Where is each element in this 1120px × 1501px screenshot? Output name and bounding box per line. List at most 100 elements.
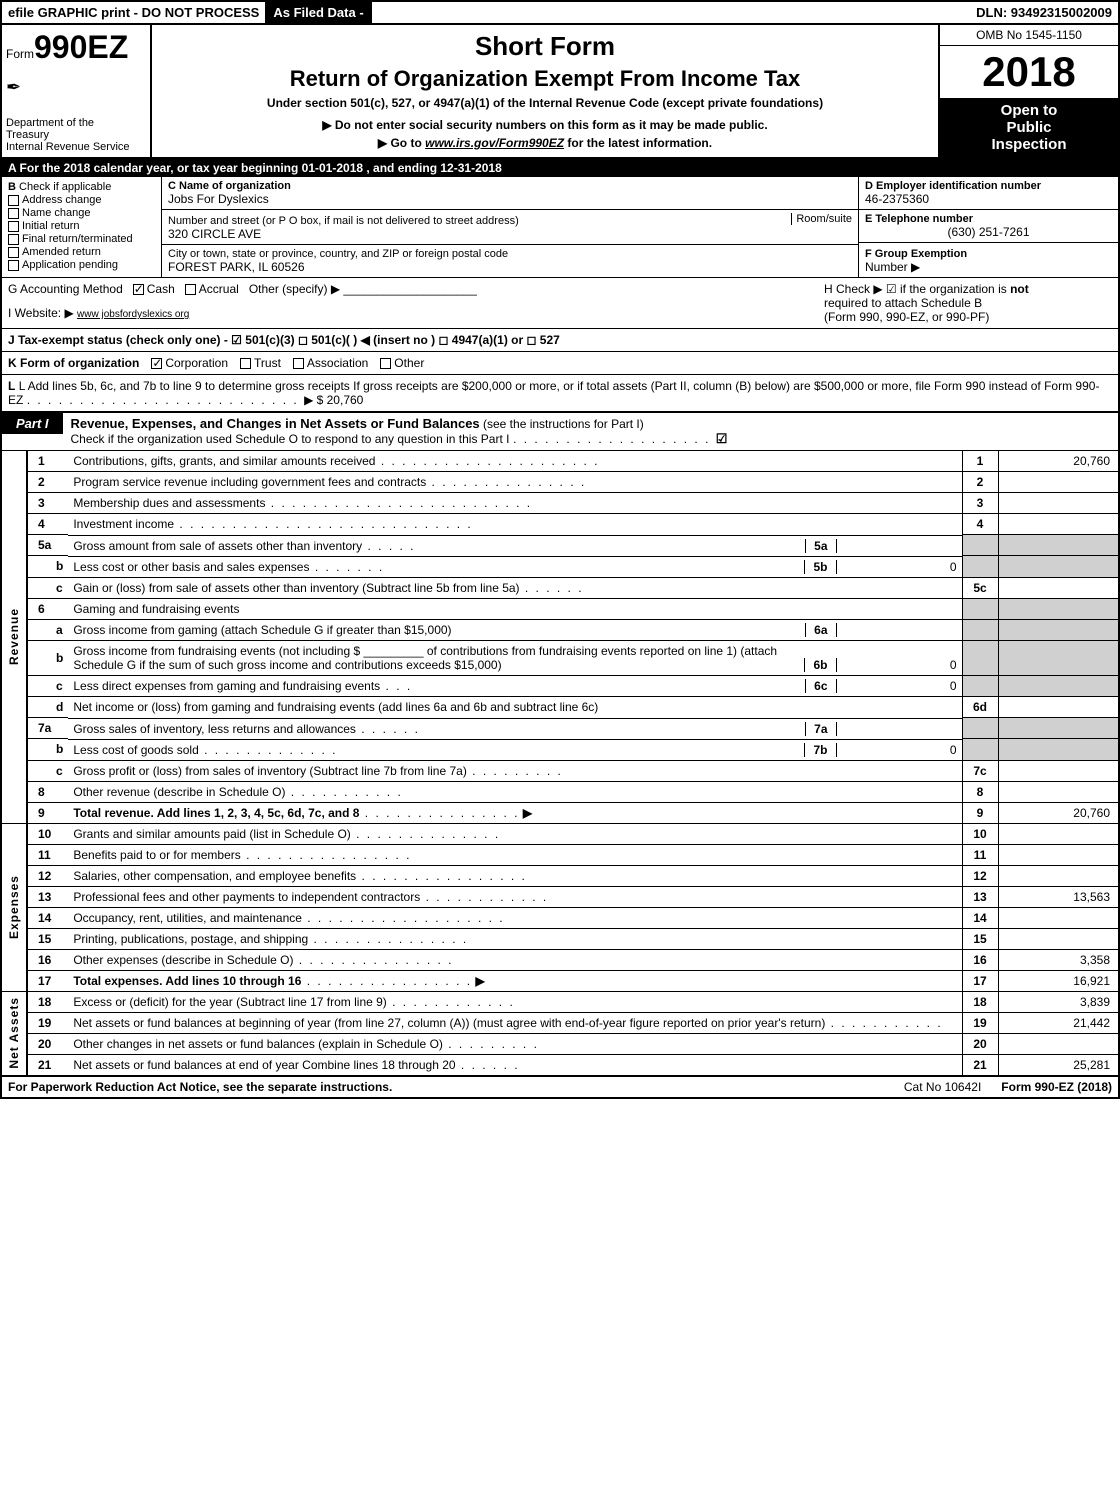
goto-post: for the latest information. <box>564 136 712 150</box>
info-right: D Employer identification number 46-2375… <box>858 177 1118 277</box>
header-center: Short Form Return of Organization Exempt… <box>152 25 938 157</box>
line-4: 4 Investment income . . . . . . . . . . … <box>2 514 1118 535</box>
line-7b: b Less cost of goods sold . . . . . . . … <box>2 739 1118 761</box>
line-16: 16 Other expenses (describe in Schedule … <box>2 949 1118 970</box>
as-filed-label: As Filed Data - <box>265 2 371 23</box>
line-6b: b Gross income from fundraising events (… <box>2 640 1118 675</box>
open-l3: Inspection <box>944 136 1114 153</box>
k-label: K Form of organization <box>8 356 139 370</box>
row-a: A For the 2018 calendar year, or tax yea… <box>2 159 1118 177</box>
footer-right: Form 990-EZ (2018) <box>1001 1080 1112 1094</box>
dept-line1: Department of the <box>6 117 146 129</box>
chk-accrual[interactable] <box>185 284 196 295</box>
h-not: not <box>1010 282 1029 296</box>
l-amount: ▶ $ 20,760 <box>304 393 363 407</box>
side-revenue: Revenue <box>2 451 27 824</box>
ssn-note: ▶ Do not enter social security numbers o… <box>162 118 928 132</box>
phone-label: E Telephone number <box>865 213 1112 225</box>
footer-left: For Paperwork Reduction Act Notice, see … <box>8 1080 884 1094</box>
line-15: 15 Printing, publications, postage, and … <box>2 928 1118 949</box>
org-name-label: C Name of organization <box>168 180 852 192</box>
line-5b: b Less cost or other basis and sales exp… <box>2 556 1118 578</box>
info-grid: B Check if applicable Address change Nam… <box>2 177 1118 278</box>
subtitle: Under section 501(c), 527, or 4947(a)(1)… <box>162 96 928 110</box>
omb-text: OMB No 1545-1150 <box>940 25 1118 46</box>
part1-tag: Part I <box>2 413 63 434</box>
line-6a: a Gross income from gaming (attach Sched… <box>2 619 1118 640</box>
line-20: 20 Other changes in net assets or fund b… <box>2 1033 1118 1054</box>
box-d: D Employer identification number 46-2375… <box>859 177 1118 210</box>
addr-cell: Number and street (or P O box, if mail i… <box>162 210 858 245</box>
chk-final-return[interactable]: Final return/terminated <box>8 233 155 245</box>
b-checkif: Check if applicable <box>19 181 111 193</box>
line-8: 8 Other revenue (describe in Schedule O)… <box>2 781 1118 802</box>
chk-corp[interactable]: Corporation <box>151 356 228 370</box>
room-label: Room/suite <box>791 213 852 225</box>
line-6c: c Less direct expenses from gaming and f… <box>2 675 1118 697</box>
city-cell: City or town, state or province, country… <box>162 245 858 277</box>
group-ex-label2: Number ▶ <box>865 260 920 274</box>
line-12: 12 Salaries, other compensation, and emp… <box>2 865 1118 886</box>
line-5c: c Gain or (loss) from sale of assets oth… <box>2 577 1118 598</box>
chk-address-change[interactable]: Address change <box>8 194 155 206</box>
top-bar: efile GRAPHIC print - DO NOT PROCESS As … <box>2 2 1118 25</box>
line-11: 11 Benefits paid to or for members . . .… <box>2 844 1118 865</box>
line-9: 9 Total revenue. Add lines 1, 2, 3, 4, 5… <box>2 802 1118 823</box>
form-big: 990EZ <box>34 29 128 65</box>
part1-checkmark: ☑ <box>716 431 728 446</box>
line-6: 6 Gaming and fundraising events <box>2 598 1118 619</box>
line-14: 14 Occupancy, rent, utilities, and maint… <box>2 907 1118 928</box>
chk-assoc[interactable]: Association <box>293 356 368 370</box>
line-5a: 5a Gross amount from sale of assets othe… <box>2 535 1118 556</box>
dept-line2: Treasury <box>6 129 146 141</box>
line-7c: c Gross profit or (loss) from sales of i… <box>2 760 1118 781</box>
tax-year: 2018 <box>940 46 1118 98</box>
b-label: B <box>8 181 16 193</box>
chk-trust[interactable]: Trust <box>240 356 281 370</box>
row-h: H Check ▶ ☑ if the organization is not r… <box>818 278 1118 328</box>
side-netassets: Net Assets <box>2 991 27 1075</box>
h-text3: (Form 990, 990-EZ, or 990-PF) <box>824 310 989 324</box>
efile-text: efile GRAPHIC print - DO NOT PROCESS <box>2 2 265 23</box>
line-21: 21 Net assets or fund balances at end of… <box>2 1054 1118 1075</box>
header-right: OMB No 1545-1150 2018 Open to Public Ins… <box>938 25 1118 157</box>
chk-cash[interactable] <box>133 284 144 295</box>
dln-text: DLN: 93492315002009 <box>970 2 1118 23</box>
line-2: 2 Program service revenue including gove… <box>2 472 1118 493</box>
row-g: G Accounting Method Cash Accrual Other (… <box>2 278 818 328</box>
line-3: 3 Membership dues and assessments . . . … <box>2 493 1118 514</box>
line-7a: 7a Gross sales of inventory, less return… <box>2 718 1118 739</box>
chk-initial-return[interactable]: Initial return <box>8 220 155 232</box>
footer-center: Cat No 10642I <box>884 1080 1001 1094</box>
line-13: 13 Professional fees and other payments … <box>2 886 1118 907</box>
footer: For Paperwork Reduction Act Notice, see … <box>2 1075 1118 1097</box>
part1-header: Part I Revenue, Expenses, and Changes in… <box>2 413 1118 450</box>
dept-line3: Internal Revenue Service <box>6 141 146 153</box>
row-l: L L Add lines 5b, 6c, and 7b to line 9 t… <box>2 375 1118 413</box>
chk-name-change[interactable]: Name change <box>8 207 155 219</box>
goto-pre: ▶ Go to <box>378 136 425 150</box>
j-text: J Tax-exempt status (check only one) - ☑… <box>8 333 560 347</box>
open-to-public: Open to Public Inspection <box>940 98 1118 157</box>
header-left: Form990EZ ✒ Department of the Treasury I… <box>2 25 152 157</box>
chk-application-pending[interactable]: Application pending <box>8 259 155 271</box>
chk-amended-return[interactable]: Amended return <box>8 246 155 258</box>
chk-other[interactable]: Other <box>380 356 424 370</box>
website-value: www jobsfordyslexics org <box>77 309 189 320</box>
addr-value: 320 CIRCLE AVE <box>168 227 852 241</box>
box-c: C Name of organization Jobs For Dyslexic… <box>162 177 858 277</box>
dept-text: Department of the Treasury Internal Reve… <box>6 117 146 153</box>
h-text1: H Check ▶ ☑ if the organization is <box>824 282 1010 296</box>
row-k: K Form of organization Corporation Trust… <box>2 352 1118 375</box>
goto-line: ▶ Go to www.irs.gov/Form990EZ for the la… <box>162 136 928 150</box>
eagle-icon: ✒ <box>6 77 146 98</box>
box-e: E Telephone number (630) 251-7261 <box>859 210 1118 243</box>
org-name-cell: C Name of organization Jobs For Dyslexic… <box>162 177 858 210</box>
line-19: 19 Net assets or fund balances at beginn… <box>2 1012 1118 1033</box>
line-18: Net Assets 18 Excess or (deficit) for th… <box>2 991 1118 1012</box>
goto-link[interactable]: www.irs.gov/Form990EZ <box>425 136 564 150</box>
line-10: Expenses 10 Grants and similar amounts p… <box>2 823 1118 844</box>
row-g-h: G Accounting Method Cash Accrual Other (… <box>2 278 1118 329</box>
h-text2: required to attach Schedule B <box>824 296 982 310</box>
phone-value: (630) 251-7261 <box>865 225 1112 239</box>
